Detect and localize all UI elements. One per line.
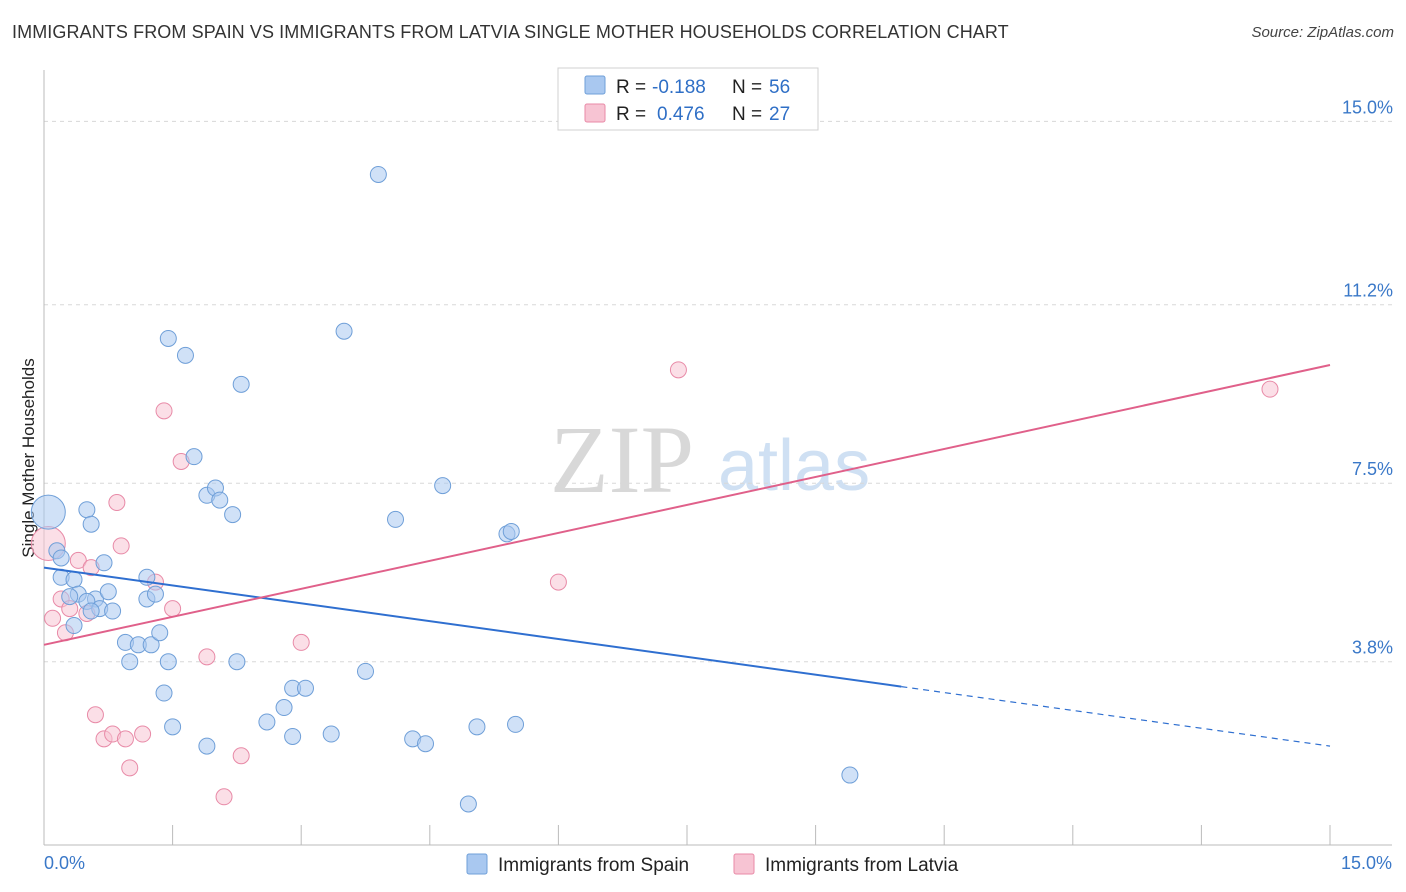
source-label: Source: ZipAtlas.com [1251,24,1394,41]
spain-point [275,699,293,717]
spain-point [99,583,117,601]
latvia-point [134,725,152,743]
x-tick-label-min: 0.0% [44,853,85,873]
spain-point [61,588,79,606]
y-tick-label: 7.5% [1352,459,1393,479]
spain-point [78,501,96,519]
y-tick-labels: 3.8% 7.5% 11.2% 15.0% [1342,97,1393,657]
legend-latvia-n-label: N = [732,104,762,125]
spain-point [228,653,246,671]
legend-spain-n-value: 56 [769,77,790,98]
latvia-point [292,633,310,651]
latvia-point [198,648,216,666]
spain-point [30,494,66,530]
spain-point [159,329,177,347]
spain-trendline-extension [901,686,1331,747]
chart-title: IMMIGRANTS FROM SPAIN VS IMMIGRANTS FROM… [12,22,1009,42]
spain-point [155,684,173,702]
spain-point [387,510,405,528]
latvia-point [44,609,62,627]
latvia-point [69,551,87,569]
bottom-legend: Immigrants from Spain Immigrants from La… [466,853,959,876]
spain-point [146,585,164,603]
spain-point [176,346,194,364]
legend-swatch-spain [584,75,606,95]
spain-point [82,602,100,620]
latvia-point [116,730,134,748]
latvia-point [86,706,104,724]
latvia-trendline [43,364,1331,646]
spain-point [104,602,122,620]
legend-latvia-r-value: 0.476 [657,104,705,125]
trendlines [43,364,1331,747]
legend-swatch-latvia [584,103,606,123]
axes [43,70,1392,846]
latvia-point [549,573,567,591]
latvia-point [155,402,173,420]
y-tick-label: 11.2% [1343,281,1393,301]
spain-point [198,737,216,755]
spain-point [232,375,250,393]
bottom-legend-swatch-spain [466,853,488,875]
latvia-point [1261,380,1279,398]
x-ticks [43,825,1331,845]
spain-point [322,725,340,743]
spain-point [284,727,302,745]
legend-spain-r-value: -0.188 [652,77,706,98]
spain-point [434,477,452,495]
legend-spain-n-label: N = [732,77,762,98]
spain-point [357,662,374,680]
spain-point [65,617,83,635]
bottom-legend-swatch-latvia [733,853,755,875]
spain-point [468,718,486,736]
spain-point [121,653,139,671]
spain-point [841,766,859,784]
spain-point [502,522,520,540]
spain-point [52,549,70,567]
legend-latvia-n-value: 27 [769,104,790,125]
spain-point [164,718,182,736]
spain-point [185,448,203,466]
latvia-point [121,759,139,777]
top-legend: R = -0.188 N = 56 R = 0.476 N = 27 [557,67,819,131]
spain-point [65,571,83,589]
grid-lines [44,120,1392,663]
latvia-point [215,788,233,806]
latvia-point [108,494,126,512]
latvia-point [164,600,182,618]
spain-point [159,653,177,671]
y-tick-label: 15.0% [1342,97,1393,117]
spain-point [151,624,169,642]
spain-point [507,715,525,733]
legend-spain-r-label: R = [616,77,646,98]
watermark-zip: ZIP [550,406,694,513]
spain-point [335,322,353,340]
spain-point [258,713,276,731]
bottom-legend-latvia: Immigrants from Latvia [765,855,959,876]
y-axis-label: Single Mother Households [19,358,38,557]
spain-points [30,165,859,813]
latvia-point [112,537,130,555]
x-tick-label-max: 15.0% [1341,853,1392,873]
spain-point [142,636,160,654]
latvia-point [232,747,250,765]
latvia-point [669,361,687,379]
spain-point [95,554,113,572]
spain-point [369,165,387,183]
spain-point [459,795,477,813]
spain-point [211,491,229,509]
spain-point [82,515,100,533]
spain-point [417,735,435,753]
bottom-legend-spain: Immigrants from Spain [498,855,689,876]
spain-point [296,679,314,697]
spain-point [224,506,242,524]
spain-trendline [43,566,902,688]
y-tick-label: 3.8% [1352,638,1393,658]
legend-latvia-r-label: R = [616,104,646,125]
